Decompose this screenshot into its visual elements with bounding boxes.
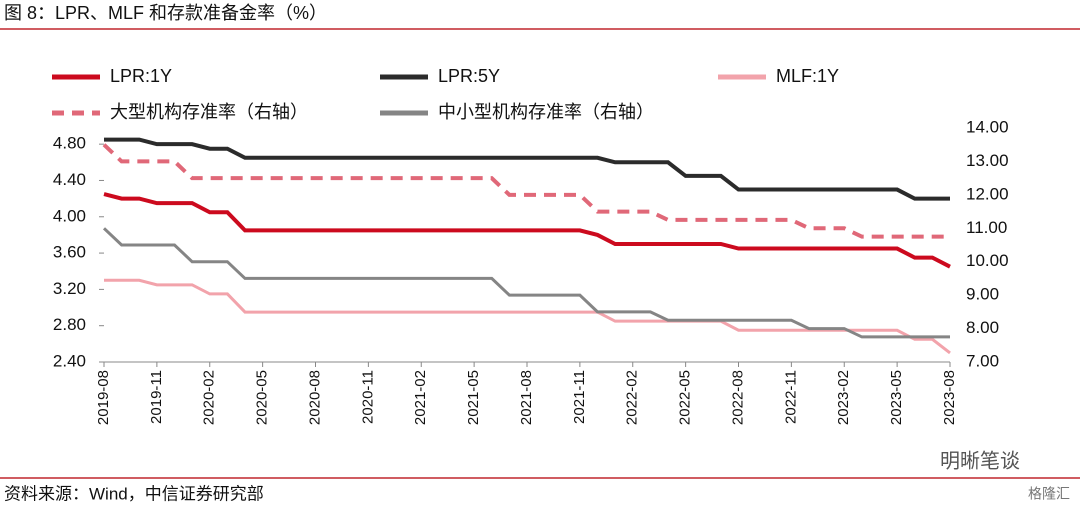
x-tick-label: 2020-02 xyxy=(201,370,218,425)
x-tick-label: 2022-02 xyxy=(624,370,641,425)
series-line xyxy=(104,278,951,355)
y2-tick-label: 7.00 xyxy=(966,351,999,370)
x-tick-label: 2021-11 xyxy=(571,370,588,424)
y-tick-label: 4.40 xyxy=(53,170,86,189)
series-line xyxy=(102,143,950,239)
source: 资料来源：Wind，中信证券研究部 xyxy=(4,484,264,503)
y2-tick-label: 11.00 xyxy=(966,218,1007,237)
x-tick-label: 2020-11 xyxy=(359,370,376,424)
legend-label: 中小型机构存准率（右轴） xyxy=(438,102,654,122)
y2-tick-label: 8.00 xyxy=(966,318,999,337)
series-line xyxy=(103,192,951,269)
y2-tick-label: 12.00 xyxy=(966,184,1009,203)
x-tick-label: 2023-02 xyxy=(835,370,852,425)
x-tick-label: 2023-08 xyxy=(941,370,958,425)
y-tick-label: 2.80 xyxy=(53,315,86,334)
x-tick-label: 2020-08 xyxy=(306,370,323,425)
series-line xyxy=(104,137,950,201)
x-tick-label: 2022-05 xyxy=(677,370,694,425)
x-tick-label: 2022-08 xyxy=(729,370,746,425)
legend-label: LPR:1Y xyxy=(110,66,172,86)
legend-label: 大型机构存准率（右轴） xyxy=(110,102,308,122)
watermark: 明晰笔谈 xyxy=(940,449,1020,472)
x-tick-label: 2023-05 xyxy=(888,370,905,425)
x-tick-label: 2022-11 xyxy=(782,370,799,424)
x-tick-label: 2019-08 xyxy=(95,370,112,425)
y-tick-label: 3.60 xyxy=(53,243,86,262)
x-tick-label: 2019-11 xyxy=(148,370,165,424)
legend-label: LPR:5Y xyxy=(438,66,500,86)
y2-tick-label: 13.00 xyxy=(966,151,1009,170)
y-tick-label: 3.20 xyxy=(53,279,86,298)
y2-tick-label: 14.00 xyxy=(966,117,1009,136)
y-tick-label: 4.00 xyxy=(53,206,86,225)
legend-label: MLF:1Y xyxy=(776,66,839,86)
y-tick-label: 2.40 xyxy=(53,351,86,370)
chart-title: 图 8：LPR、MLF 和存款准备金率（%） xyxy=(4,3,327,23)
watermark: 格隆汇 xyxy=(1028,486,1070,502)
y2-tick-label: 9.00 xyxy=(966,285,999,304)
series-line xyxy=(102,227,950,339)
y-tick-label: 4.80 xyxy=(53,134,86,153)
x-tick-label: 2021-05 xyxy=(465,370,482,425)
x-tick-label: 2021-02 xyxy=(412,370,429,425)
x-tick-label: 2020-05 xyxy=(254,370,271,425)
x-tick-label: 2021-08 xyxy=(518,370,535,425)
y2-tick-label: 10.00 xyxy=(966,251,1009,270)
